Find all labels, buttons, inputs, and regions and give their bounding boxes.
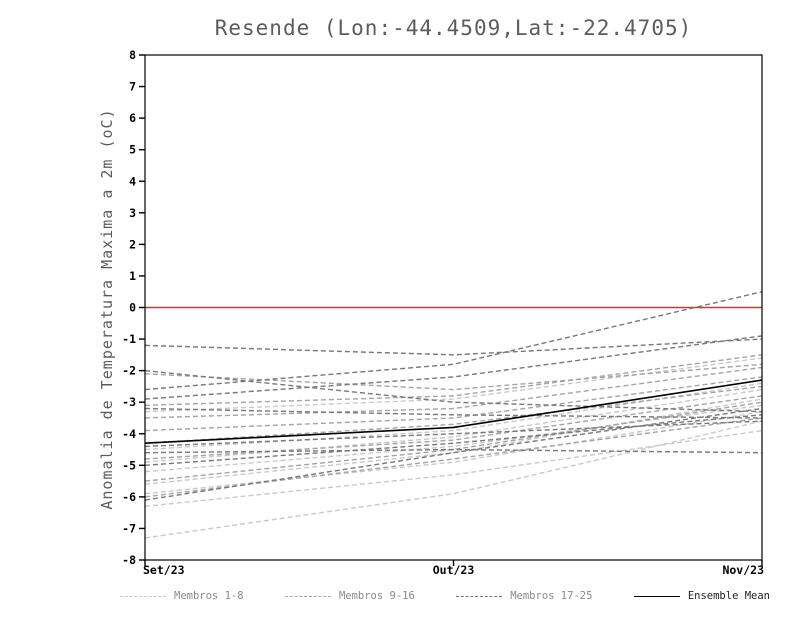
member-line <box>144 414 763 467</box>
legend-item-ensemble-mean: Ensemble Mean <box>633 590 770 602</box>
members-17-25-line-sample <box>456 595 503 597</box>
member-line <box>144 401 763 482</box>
y-tick-label: 3 <box>129 206 136 220</box>
member-line <box>144 291 763 391</box>
x-tick-label: Out/23 <box>433 563 475 577</box>
member-line <box>144 398 763 485</box>
x-tick-label: Nov/23 <box>722 563 764 577</box>
member-line <box>144 357 763 413</box>
y-tick-label: 7 <box>129 80 136 94</box>
legend-item-members-17-25: Membros 17-25 <box>456 590 592 602</box>
member-line <box>144 448 763 454</box>
y-tick-label: 6 <box>129 111 136 125</box>
y-tick-label: 0 <box>129 301 136 315</box>
y-tick-label: 5 <box>129 143 136 157</box>
member-line <box>144 420 763 539</box>
legend-label: Membros 1-8 <box>174 590 244 602</box>
members-1-8-line-sample <box>120 595 166 597</box>
member-line <box>144 407 763 419</box>
legend: Membros 1-8 Membros 9-16 Membros 17-25 E… <box>120 585 770 607</box>
y-tick-label: -1 <box>122 332 136 346</box>
member-line <box>144 366 763 419</box>
y-tick-label: -2 <box>122 364 136 378</box>
y-tick-label: -4 <box>122 427 136 441</box>
x-tick-label: Set/23 <box>143 563 185 577</box>
legend-item-members-9-16: Membros 9-16 <box>284 590 415 602</box>
y-tick-label: -8 <box>122 553 136 567</box>
y-tick-label: -6 <box>122 490 136 504</box>
member-line <box>144 354 763 407</box>
member-line <box>144 385 763 444</box>
ensemble-mean-line-sample <box>633 595 680 597</box>
y-tick-label: -3 <box>122 395 136 409</box>
y-tick-label: 1 <box>129 269 136 283</box>
y-tick-label: 8 <box>129 48 136 62</box>
member-line <box>144 338 763 356</box>
member-line <box>144 369 763 413</box>
member-line <box>144 407 763 501</box>
members-9-16-line-sample <box>284 595 331 597</box>
member-line <box>144 335 763 400</box>
member-line <box>144 363 763 391</box>
legend-item-members-1-8: Membros 1-8 <box>120 590 244 602</box>
y-tick-label: 2 <box>129 237 136 251</box>
y-tick-label: -5 <box>122 458 136 472</box>
ensemble-mean-line <box>144 379 763 445</box>
legend-label: Membros 9-16 <box>338 590 415 602</box>
legend-label: Membros 17-25 <box>510 590 593 602</box>
y-tick-label: -7 <box>122 521 136 535</box>
member-line <box>144 420 763 448</box>
member-line <box>144 417 763 498</box>
chart-title: Resende (Lon:-44.4509,Lat:-22.4705) <box>214 16 693 40</box>
y-tick-label: 4 <box>129 174 136 188</box>
member-line <box>144 376 763 432</box>
member-line <box>144 395 763 460</box>
legend-label: Ensemble Mean <box>687 590 770 602</box>
